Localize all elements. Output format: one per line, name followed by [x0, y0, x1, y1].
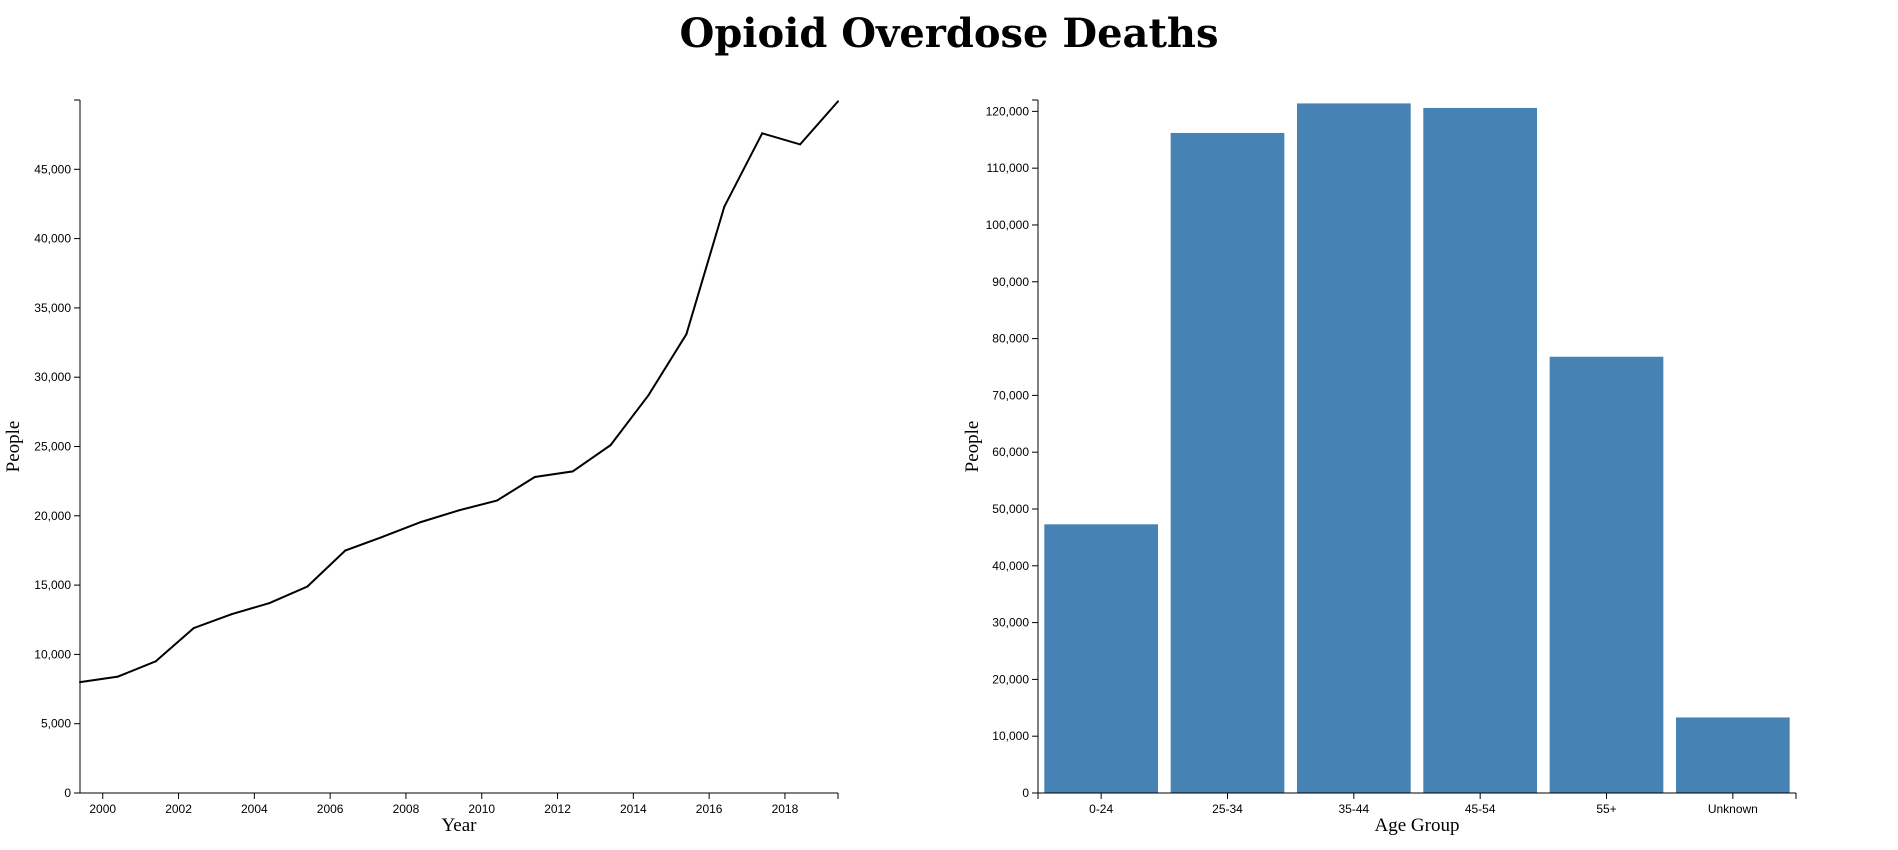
line-chart-y-tick-label: 10,000 [34, 647, 71, 661]
bar-chart-y-tick-label: 90,000 [992, 275, 1029, 289]
bar [1549, 356, 1664, 793]
line-point [685, 333, 688, 336]
bar-chart-x-tick-label: Unknown [1708, 802, 1758, 816]
bar-chart-y-tick-label: 30,000 [992, 616, 1029, 630]
bar-chart-y-tick-label: 80,000 [992, 332, 1029, 346]
bar [1044, 524, 1159, 793]
line-chart-y-tick-label: 40,000 [34, 232, 71, 246]
line-chart-y-tick-label: 25,000 [34, 440, 71, 454]
bar-chart-y-tick-label: 60,000 [992, 445, 1029, 459]
line-chart-y-tick-label: 30,000 [34, 370, 71, 384]
line-point [458, 509, 460, 512]
bar-chart-y-tick-label: 110,000 [987, 161, 1030, 175]
line-point [306, 585, 309, 588]
bar-chart-x-tick-label: 0-24 [1089, 802, 1113, 816]
line-chart-y-tick-label: 20,000 [34, 509, 71, 523]
line-point [230, 613, 233, 616]
line-chart-x-tick-label: 2018 [772, 802, 799, 816]
line-point [723, 205, 726, 208]
line-point [761, 132, 764, 135]
line-chart-y-tick-label: 0 [64, 786, 71, 800]
line-point [837, 100, 839, 103]
bar-chart-x-tick-label: 55+ [1596, 802, 1616, 816]
line-point [571, 470, 574, 473]
bar-chart-y-tick-label: 50,000 [992, 502, 1029, 516]
line-chart-y-tick-label: 35,000 [34, 301, 71, 315]
line-chart-y-tick-label: 5,000 [41, 717, 71, 731]
bar-chart-x-tick-label: 25-34 [1212, 802, 1243, 816]
bar [1675, 717, 1790, 793]
line-point [79, 681, 81, 684]
line-chart-x-tick-label: 2012 [544, 802, 571, 816]
line-series [79, 100, 839, 684]
line-chart-x-tick-label: 2000 [89, 802, 116, 816]
line-point [609, 444, 612, 447]
bar-chart-y-tick-label: 100,000 [986, 218, 1030, 232]
line-point [268, 602, 271, 605]
line-chart-y-tick-label: 15,000 [34, 578, 71, 592]
bar-chart-x-axis-label: Age Group [1375, 815, 1460, 836]
bar-chart-y-tick-label: 10,000 [992, 729, 1029, 743]
line-chart-x-tick-label: 2008 [393, 802, 420, 816]
line-point [382, 535, 385, 538]
bar-chart-y-axis-label: People [962, 421, 983, 473]
bar-chart-y-tick-label: 0 [1022, 786, 1029, 800]
line-chart-x-tick-label: 2010 [468, 802, 495, 816]
bar-chart-y-tick-label: 40,000 [992, 559, 1029, 573]
page-title: Opioid Overdose Deaths [679, 10, 1219, 57]
line-point [116, 675, 119, 678]
bar-chart-y-tick-label: 20,000 [992, 672, 1029, 686]
line-point [647, 394, 650, 397]
bar-chart-x-tick-label: 35-44 [1338, 802, 1369, 816]
line-point [344, 549, 347, 552]
line-point [799, 143, 802, 146]
bar-chart-x-tick-label: 45-54 [1465, 802, 1496, 816]
line-point [192, 627, 195, 630]
line-chart-x-tick-label: 2016 [696, 802, 723, 816]
line-chart-x-tick-label: 2002 [165, 802, 192, 816]
line-point [420, 521, 423, 524]
line-chart-x-tick-label: 2006 [317, 802, 344, 816]
bar [1423, 107, 1538, 794]
line-point [154, 660, 157, 663]
line-chart-x-axis-label: Year [441, 815, 477, 836]
bar-chart-y-tick-label: 70,000 [992, 388, 1029, 402]
line-chart-y-tick-label: 45,000 [34, 162, 71, 176]
line-chart-y-axis-label: People [3, 421, 24, 473]
bar [1170, 132, 1285, 793]
line-chart-x-tick-label: 2004 [241, 802, 268, 816]
line-chart-x-tick-label: 2014 [620, 802, 647, 816]
bar-chart-y-tick-label: 120,000 [986, 104, 1030, 118]
line-point [495, 499, 498, 502]
bar [1296, 103, 1411, 793]
line-point [533, 475, 536, 478]
